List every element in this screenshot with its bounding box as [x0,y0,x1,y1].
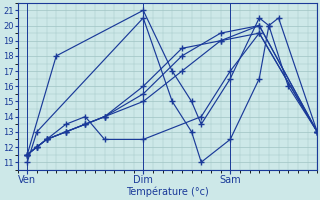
X-axis label: Température (°c): Température (°c) [126,187,209,197]
